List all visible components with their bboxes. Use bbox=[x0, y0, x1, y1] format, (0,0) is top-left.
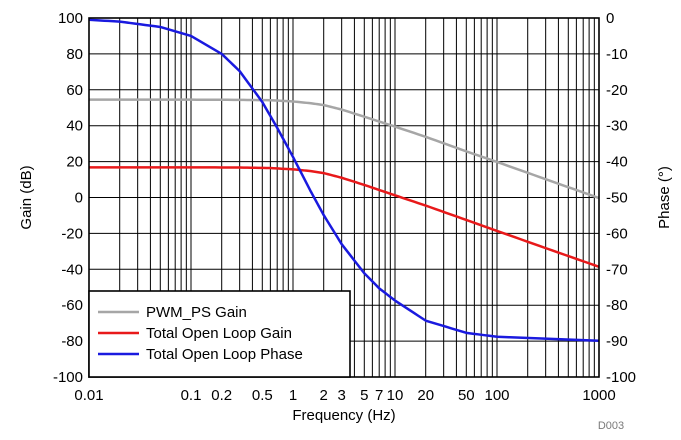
x-tick-label: 100 bbox=[484, 387, 509, 404]
figure-id-watermark: D003 bbox=[598, 420, 624, 432]
series-layer bbox=[88, 18, 600, 342]
x-tick-label: 1 bbox=[289, 387, 297, 404]
pwm-ps-gain-line bbox=[89, 98, 600, 200]
legend: PWM_PS Gain Total Open Loop Gain Total O… bbox=[88, 290, 351, 378]
total-open-loop-phase-line bbox=[88, 18, 600, 342]
right-y-tick-label: -40 bbox=[606, 154, 628, 171]
right-y-tick-label: -70 bbox=[606, 261, 628, 278]
left-y-tick-label: -40 bbox=[61, 261, 83, 278]
left-y-tick-label: -100 bbox=[53, 369, 83, 386]
x-tick-label: 0.2 bbox=[211, 387, 232, 404]
right-y-tick-label: -100 bbox=[606, 369, 636, 386]
left-y-tick-label: -80 bbox=[61, 333, 83, 350]
right-y-tick-label: -10 bbox=[606, 46, 628, 63]
legend-label-total-open-loop-gain: Total Open Loop Gain bbox=[146, 325, 292, 342]
right-y-tick-label: -80 bbox=[606, 297, 628, 314]
x-tick-label: 7 bbox=[375, 387, 383, 404]
right-y-tick-label: -30 bbox=[606, 118, 628, 135]
ticks-layer: 0.01 0.1 0.2 0.5 1 2 3 5 7 10 20 50 100 1000 100 80 60 40… bbox=[53, 10, 636, 404]
right-y-axis-title: Phase (°) bbox=[656, 166, 673, 229]
x-tick-label: 3 bbox=[337, 387, 345, 404]
x-tick-label: 50 bbox=[458, 387, 475, 404]
right-y-tick-label: 0 bbox=[606, 10, 614, 27]
right-y-tick-label: -20 bbox=[606, 82, 628, 99]
x-tick-label: 1000 bbox=[582, 387, 615, 404]
right-y-tick-label: -50 bbox=[606, 190, 628, 207]
left-y-tick-label: 100 bbox=[58, 10, 83, 27]
x-tick-label: 0.1 bbox=[181, 387, 202, 404]
legend-label-total-open-loop-phase: Total Open Loop Phase bbox=[146, 346, 303, 363]
right-y-tick-label: -90 bbox=[606, 333, 628, 350]
right-y-tick-label: -60 bbox=[606, 225, 628, 242]
x-tick-label: 2 bbox=[320, 387, 328, 404]
x-tick-label: 5 bbox=[360, 387, 368, 404]
x-axis-title: Frequency (Hz) bbox=[292, 407, 395, 424]
x-tick-label: 10 bbox=[387, 387, 404, 404]
left-y-tick-label: 60 bbox=[66, 82, 83, 99]
x-tick-label: 0.5 bbox=[252, 387, 273, 404]
left-y-tick-label: -60 bbox=[61, 297, 83, 314]
left-y-axis-title: Gain (dB) bbox=[18, 165, 35, 229]
left-y-tick-label: 20 bbox=[66, 154, 83, 171]
left-y-tick-label: 40 bbox=[66, 118, 83, 135]
legend-label-pwm-ps-gain: PWM_PS Gain bbox=[146, 304, 247, 321]
left-y-tick-label: 0 bbox=[75, 190, 83, 207]
left-y-tick-label: -20 bbox=[61, 225, 83, 242]
x-tick-label: 20 bbox=[417, 387, 434, 404]
x-tick-label: 0.01 bbox=[74, 387, 103, 404]
total-open-loop-gain-line bbox=[89, 166, 600, 268]
left-y-tick-label: 80 bbox=[66, 46, 83, 63]
